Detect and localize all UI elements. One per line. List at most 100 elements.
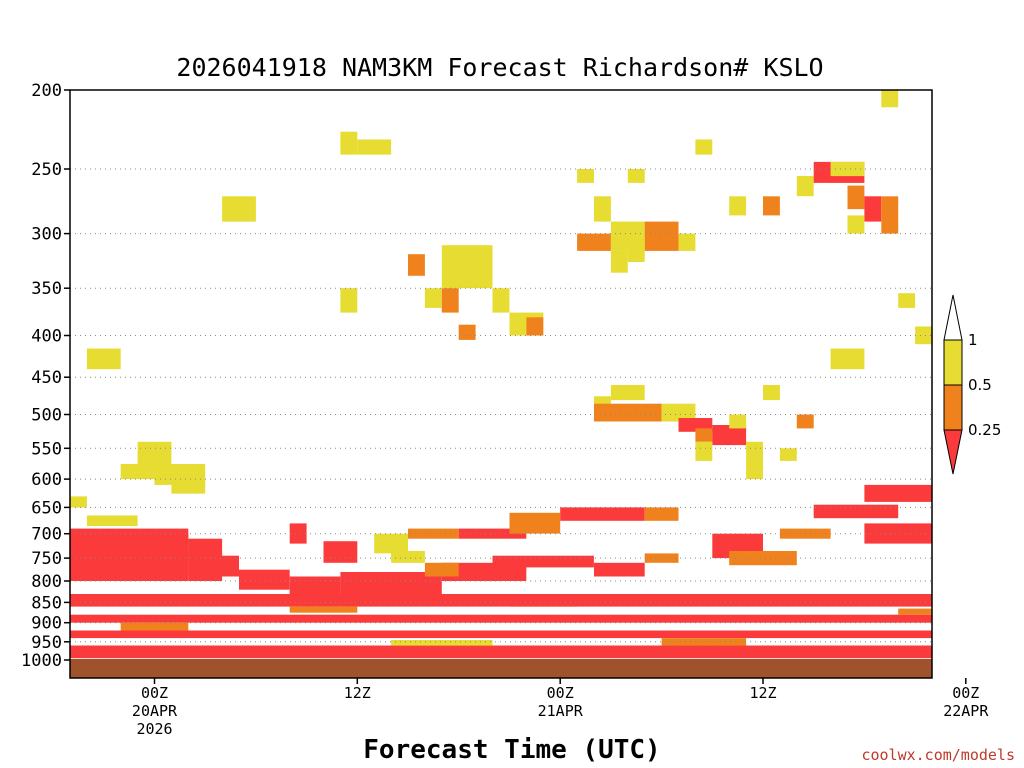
ri-cell-red — [594, 562, 645, 577]
ri-cell-orange — [763, 196, 780, 216]
legend-bin-yellow — [943, 339, 963, 386]
x-tick-label: 00Z — [141, 684, 168, 702]
ri-cell-yellow — [763, 385, 780, 401]
ri-cell-yellow — [847, 215, 865, 234]
y-tick-label: 450 — [31, 368, 62, 388]
ri-cell-red — [289, 523, 307, 544]
ri-cell-yellow — [729, 414, 747, 429]
ri-cell-orange — [408, 254, 425, 276]
ri-cell-yellow — [391, 551, 425, 563]
legend-bin-red — [943, 429, 963, 475]
legend-bin-above-1 — [943, 294, 963, 341]
ri-cell-yellow — [391, 640, 493, 646]
ground-band — [70, 659, 932, 678]
x-tick-label: 21APR — [538, 702, 584, 720]
ri-cell-yellow — [441, 245, 493, 289]
y-tick-label: 500 — [31, 406, 62, 426]
ri-cell-red — [70, 645, 932, 659]
ri-cell-orange — [898, 608, 932, 615]
ri-cell-red — [70, 594, 932, 607]
ri-cell-yellow — [695, 441, 713, 461]
y-tick-label: 700 — [31, 525, 62, 545]
ri-cell-red — [340, 572, 442, 594]
ri-cell-yellow — [86, 348, 121, 370]
ri-cell-yellow — [222, 196, 256, 222]
y-axis: 200 250 300 350 400 450 500 550 600 650 700 750 8008… — [21, 81, 70, 671]
ri-cell-red — [492, 555, 594, 568]
ri-cell-yellow — [374, 533, 408, 554]
x-tick-label: 12Z — [749, 684, 776, 702]
ri-cell-yellow — [70, 496, 87, 508]
ri-cell-yellow — [610, 385, 645, 401]
ri-cell-yellow — [695, 139, 713, 155]
ri-cell-red — [239, 569, 290, 590]
y-tick-label: 1000 — [21, 651, 62, 671]
ri-cell-yellow — [830, 348, 865, 370]
x-tick-label: 12Z — [344, 684, 371, 702]
ri-cell-red — [205, 555, 239, 577]
y-tick-label: 400 — [31, 327, 62, 347]
ri-cell-red — [678, 418, 713, 432]
ri-cell-yellow — [881, 90, 899, 108]
ri-cell-orange — [847, 185, 865, 210]
ri-cell-yellow — [746, 441, 763, 480]
plot-frame — [69, 89, 933, 679]
y-tick-label: 250 — [31, 160, 62, 180]
ri-cell-yellow — [424, 288, 442, 308]
y-tick-label: 300 — [31, 225, 62, 245]
ri-cell-yellow — [779, 448, 797, 461]
ri-cell-red — [813, 504, 899, 519]
legend-label: 0.5 — [968, 376, 992, 394]
ri-cell-orange — [594, 403, 662, 422]
ri-cell-yellow — [898, 293, 916, 308]
ri-cell-yellow — [594, 196, 611, 222]
y-tick-label: 950 — [31, 633, 62, 653]
y-tick-label: 750 — [31, 549, 62, 569]
y-tick-label: 600 — [31, 470, 62, 490]
color-legend: 1 0.5 0.25 — [943, 294, 1001, 475]
ri-cell-orange — [577, 233, 611, 251]
y-tick-label: 550 — [31, 439, 62, 459]
legend-label: 1 — [968, 331, 978, 349]
ri-cell-red — [458, 528, 527, 539]
ri-cell-orange — [695, 428, 713, 442]
y-tick-label: 350 — [31, 279, 62, 299]
x-tick-label: 22APR — [943, 702, 989, 720]
ri-cell-orange — [120, 622, 189, 631]
ri-cell-orange — [424, 562, 459, 577]
ri-cell-yellow — [492, 288, 510, 313]
x-tick-label: 00Z — [547, 684, 574, 702]
credit-text: coolwx.com/models — [861, 746, 1015, 764]
ri-cell-orange — [408, 528, 459, 539]
ri-cell-yellow — [137, 441, 172, 468]
x-axis-label: Forecast Time (UTC) — [363, 735, 660, 765]
ri-cell-red — [323, 541, 358, 563]
ri-cell-orange — [526, 317, 544, 336]
ri-cell-red — [864, 196, 882, 222]
ri-cell-orange — [661, 638, 747, 646]
ri-cell-red — [70, 630, 932, 639]
x-tick-label: 2026 — [136, 720, 172, 738]
y-tick-label: 650 — [31, 498, 62, 518]
ri-cell-red — [712, 425, 747, 446]
ri-cell-orange — [796, 414, 814, 429]
ri-cell-yellow — [171, 479, 206, 494]
ri-cell-yellow — [577, 169, 594, 183]
ri-cell-orange — [644, 553, 679, 563]
y-tick-label: 800 — [31, 572, 62, 592]
ri-cell-yellow — [340, 131, 358, 155]
ri-cell-red — [154, 533, 189, 577]
ri-cell-red — [289, 576, 341, 594]
chart-title: 2026041918 NAM3KM Forecast Richardson# K… — [176, 53, 823, 82]
ri-cell-red — [864, 484, 932, 502]
y-tick-label: 200 — [31, 81, 62, 101]
ri-cell-red — [864, 523, 932, 544]
ri-cell-yellow — [678, 233, 696, 251]
ri-cell-orange — [458, 324, 476, 340]
ri-cell-orange — [509, 512, 561, 534]
ri-cell-orange — [644, 221, 679, 251]
x-tick-label: 00Z — [952, 684, 979, 702]
ri-cell-orange — [729, 551, 797, 566]
legend-bin-orange — [943, 384, 963, 431]
